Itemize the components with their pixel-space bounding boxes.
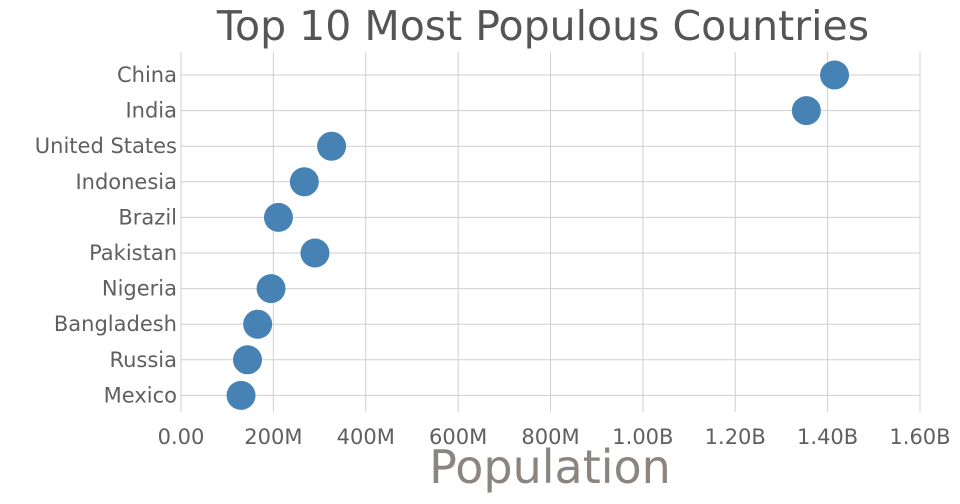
x-axis-label: Population — [429, 440, 671, 494]
x-tick-label: 600M — [429, 425, 487, 449]
data-point[interactable] — [791, 96, 821, 126]
y-category-label: Mexico — [104, 383, 177, 407]
data-point[interactable] — [263, 202, 293, 232]
points-layer — [226, 60, 850, 410]
grid-layer — [180, 52, 921, 412]
data-point[interactable] — [233, 345, 263, 375]
x-tick-label: 1.40B — [797, 425, 858, 449]
y-category-label: Bangladesh — [54, 312, 177, 336]
x-tick-label: 0.00 — [158, 425, 205, 449]
y-category-label: Russia — [109, 348, 177, 372]
data-point[interactable] — [317, 131, 347, 161]
y-category-label: Pakistan — [89, 241, 177, 265]
y-category-label: Indonesia — [75, 170, 177, 194]
chart-title: Top 10 Most Populous Countries — [216, 2, 869, 50]
data-point[interactable] — [226, 380, 256, 410]
labels-layer: 0.00 200M 400M 600M 800M 1.00B 1.20B 1.40B 1.60B… — [35, 63, 951, 449]
y-category-label: Brazil — [118, 205, 177, 229]
x-tick-label: 400M — [337, 425, 395, 449]
y-category-label: United States — [35, 134, 177, 158]
y-category-label: Nigeria — [102, 277, 177, 301]
x-tick-label: 1.00B — [612, 425, 673, 449]
x-tick-label: 1.60B — [889, 425, 950, 449]
x-tick-label: 800M — [521, 425, 579, 449]
data-point[interactable] — [289, 167, 319, 197]
data-point[interactable] — [243, 309, 273, 339]
data-point[interactable] — [300, 238, 330, 268]
y-category-label: India — [125, 99, 177, 123]
x-tick-label: 1.20B — [705, 425, 766, 449]
y-category-label: China — [117, 63, 177, 87]
data-point[interactable] — [256, 274, 286, 304]
x-tick-label: 200M — [244, 425, 302, 449]
data-point[interactable] — [820, 60, 850, 90]
